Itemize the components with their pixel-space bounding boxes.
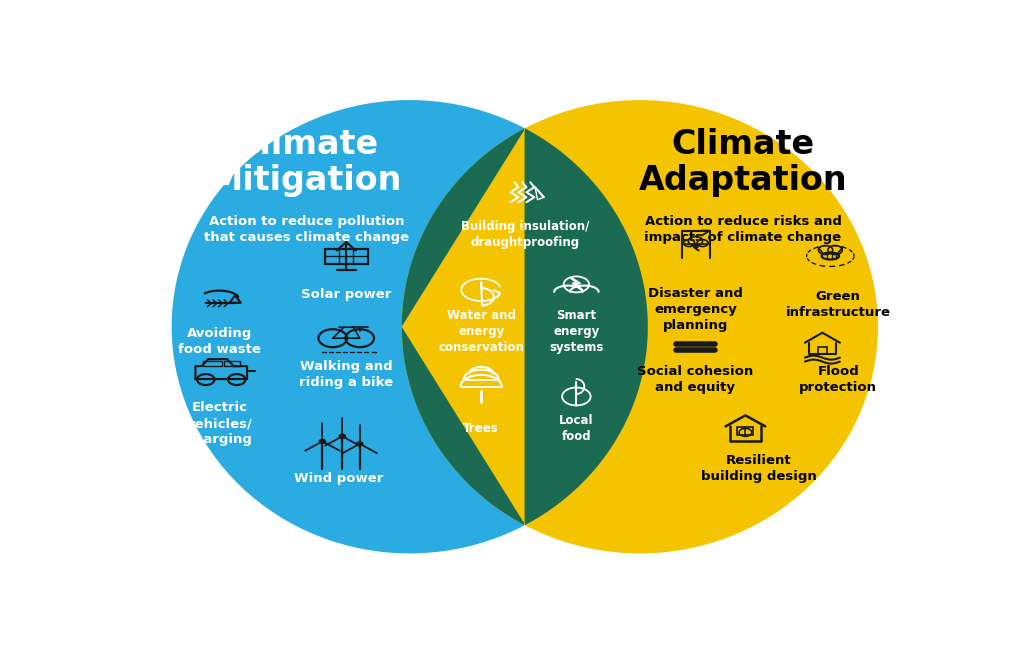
Circle shape bbox=[356, 442, 362, 446]
Ellipse shape bbox=[172, 100, 648, 553]
Ellipse shape bbox=[401, 100, 878, 553]
Text: Disaster and
emergency
planning: Disaster and emergency planning bbox=[648, 287, 742, 332]
Bar bbox=[224, 360, 240, 366]
Text: Social cohesion
and equity: Social cohesion and equity bbox=[637, 364, 754, 393]
Bar bbox=[204, 360, 222, 366]
Bar bbox=[737, 428, 754, 435]
Text: Water and
energy
conservation: Water and energy conservation bbox=[438, 309, 524, 354]
Text: Building insulation/
draughtproofing: Building insulation/ draughtproofing bbox=[461, 220, 589, 249]
Text: Climate
Mitigation: Climate Mitigation bbox=[210, 128, 402, 197]
Text: Local
food: Local food bbox=[559, 414, 594, 443]
Circle shape bbox=[319, 439, 326, 443]
Text: Climate
Adaptation: Climate Adaptation bbox=[639, 128, 847, 197]
Text: Action to reduce risks and
impacts of climate change: Action to reduce risks and impacts of cl… bbox=[644, 215, 842, 244]
Text: Electric
vehicles/
charging: Electric vehicles/ charging bbox=[186, 401, 252, 446]
Circle shape bbox=[339, 434, 345, 438]
Text: Smart
energy
systems: Smart energy systems bbox=[549, 309, 603, 354]
Text: Flood
protection: Flood protection bbox=[800, 364, 878, 393]
Text: Avoiding
food waste: Avoiding food waste bbox=[178, 327, 261, 356]
Text: Resilient
building design: Resilient building design bbox=[701, 454, 817, 483]
Text: Action to reduce pollution
that causes climate change: Action to reduce pollution that causes c… bbox=[204, 215, 410, 244]
Text: Walking and
riding a bike: Walking and riding a bike bbox=[299, 360, 393, 389]
Polygon shape bbox=[401, 128, 648, 525]
Text: Green
infrastructure: Green infrastructure bbox=[785, 290, 891, 319]
Bar bbox=[325, 248, 368, 265]
Bar bbox=[817, 347, 827, 354]
Text: Solar power: Solar power bbox=[301, 288, 391, 301]
Text: Trees: Trees bbox=[463, 422, 499, 435]
Text: Wind power: Wind power bbox=[294, 472, 383, 485]
